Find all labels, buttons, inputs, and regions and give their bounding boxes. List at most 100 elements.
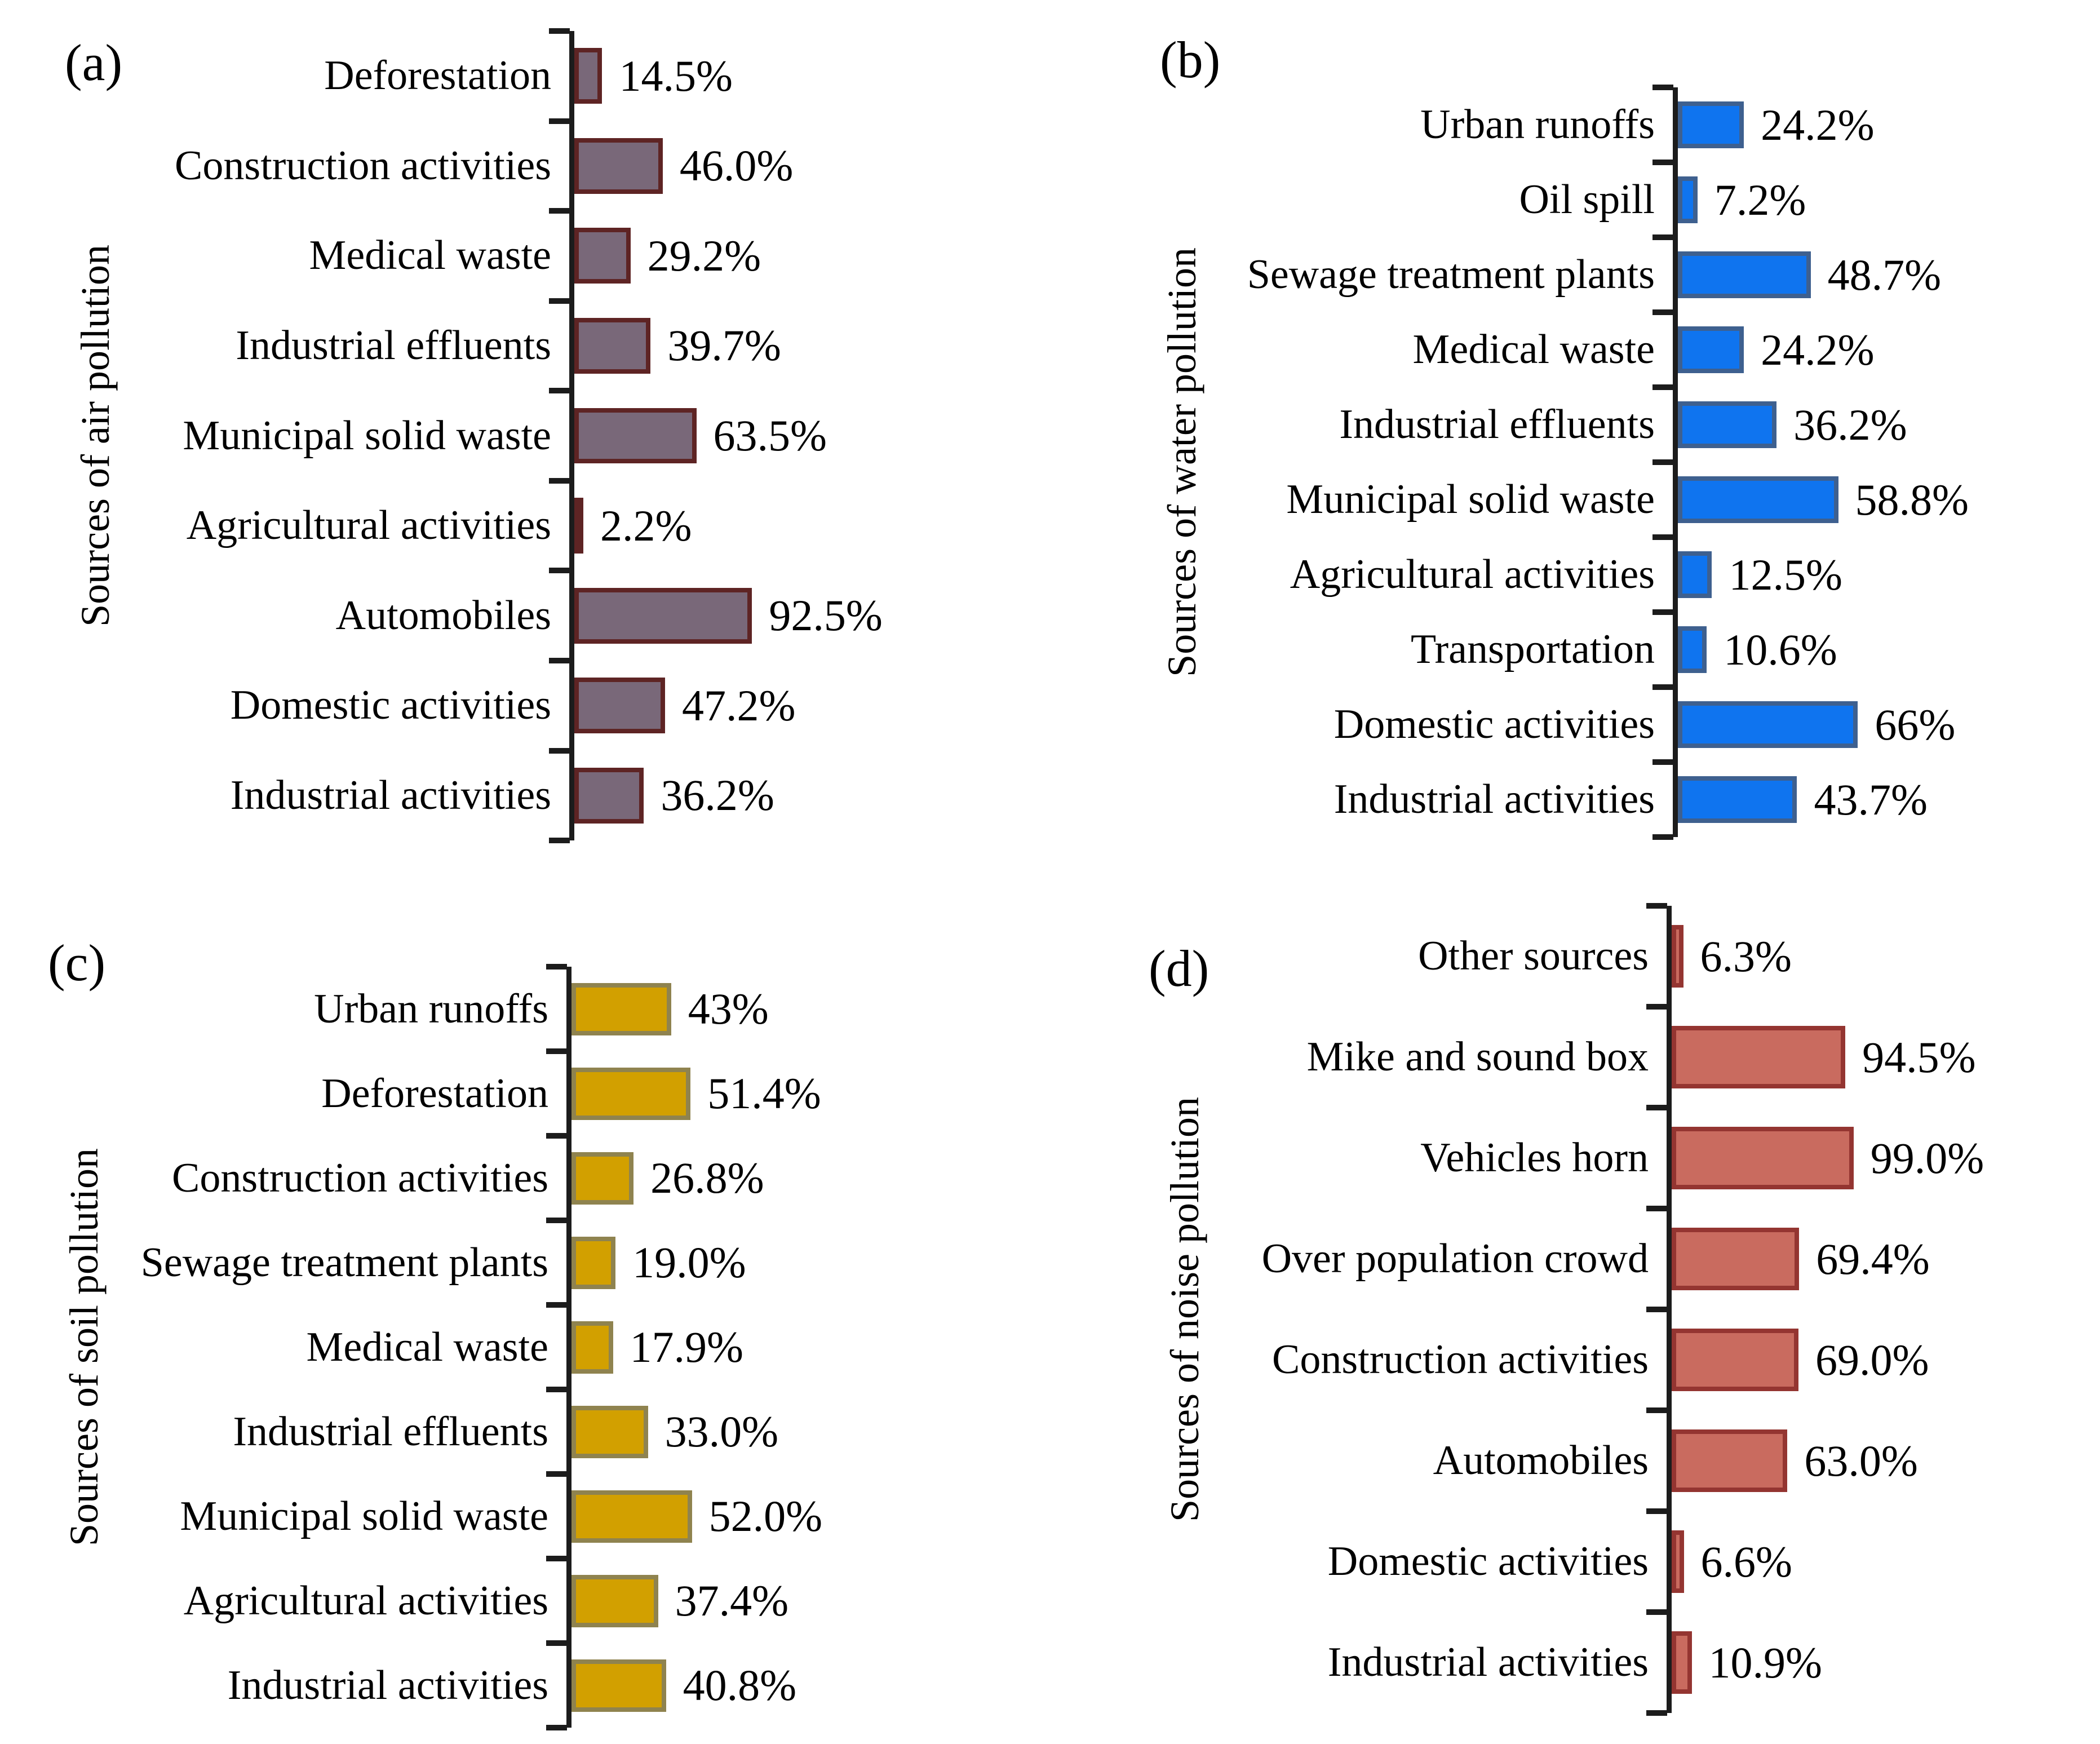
- bar-row: Urban runoffs 24.2%: [1050, 85, 2100, 162]
- category-label: Industrial activities: [230, 772, 551, 818]
- value-label: 14.5%: [619, 51, 733, 100]
- panel-air-pollution: (a) Sources of air pollution Deforestati…: [0, 0, 1050, 872]
- bar: [1678, 101, 1744, 148]
- category-label: Domestic activities: [230, 682, 551, 729]
- bar-row: Industrial activities 40.8%: [0, 1640, 1050, 1730]
- bar: [571, 1236, 616, 1289]
- category-label: Other sources: [1418, 933, 1649, 979]
- panel-letter: (a): [65, 34, 123, 91]
- bar-row: Mike and sound box 94.5%: [1050, 1004, 2100, 1108]
- plot-area: 12.5%: [1652, 534, 2100, 612]
- bar: [1678, 626, 1707, 673]
- bar-row: Urban runoffs 43%: [0, 964, 1050, 1051]
- plot-area: 6.3%: [1646, 903, 2100, 1007]
- bar: [574, 498, 583, 554]
- plot-area: 47.2%: [549, 657, 1050, 751]
- bar-rows: Other sources 6.3% Mike and sound box 94.5%…: [1050, 903, 2100, 1716]
- category-label: Agricultural activities: [183, 1577, 548, 1624]
- plot-area: 10.9%: [1646, 1609, 2100, 1716]
- bar-row: Deforestation 51.4%: [0, 1048, 1050, 1136]
- value-label: 24.2%: [1761, 325, 1875, 374]
- category-label: Over population crowd: [1261, 1236, 1649, 1282]
- value-label: 51.4%: [707, 1069, 821, 1118]
- value-label: 37.4%: [675, 1576, 789, 1625]
- bar: [1672, 1026, 1846, 1088]
- value-label: 63.5%: [713, 411, 827, 461]
- category-label: Agricultural activities: [1290, 551, 1655, 597]
- category-label: Industrial activities: [1327, 1639, 1649, 1685]
- value-label: 29.2%: [647, 231, 761, 280]
- bar-row: Other sources 6.3%: [1050, 903, 2100, 1007]
- plot-area: 24.2%: [1652, 85, 2100, 162]
- plot-area: 7.2%: [1652, 160, 2100, 237]
- panel-letter: (c): [48, 934, 106, 991]
- value-label: 26.8%: [650, 1153, 764, 1202]
- value-label: 46.0%: [679, 141, 794, 191]
- bar: [574, 587, 752, 644]
- value-label: 24.2%: [1761, 100, 1875, 149]
- plot-area: 43%: [546, 964, 1050, 1051]
- category-label: Industrial activities: [227, 1662, 548, 1708]
- bar-row: Transportation 10.6%: [1050, 609, 2100, 687]
- plot-area: 10.6%: [1652, 609, 2100, 687]
- bar-row: Agricultural activities 37.4%: [0, 1556, 1050, 1643]
- value-label: 43%: [688, 984, 769, 1033]
- value-label: 33.0%: [664, 1407, 779, 1456]
- category-label: Urban runoffs: [1420, 101, 1655, 148]
- plot-area: 19.0%: [546, 1218, 1050, 1305]
- bar-row: Deforestation 14.5%: [0, 28, 1050, 121]
- value-label: 17.9%: [630, 1322, 744, 1371]
- value-label: 99.0%: [1870, 1133, 1984, 1183]
- plot-area: 36.2%: [1652, 384, 2100, 462]
- category-label: Vehicles horn: [1420, 1135, 1649, 1181]
- bar-row: Medical waste 17.9%: [0, 1302, 1050, 1389]
- value-label: 39.7%: [667, 321, 781, 370]
- category-label: Domestic activities: [1327, 1538, 1649, 1584]
- category-label: Sewage treatment plants: [140, 1239, 548, 1286]
- bar: [571, 982, 671, 1035]
- value-label: 36.2%: [1793, 400, 1907, 449]
- value-label: 47.2%: [681, 680, 796, 730]
- plot-area: 2.2%: [549, 477, 1050, 571]
- plot-area: 39.7%: [549, 298, 1050, 391]
- bar: [1672, 1329, 1798, 1391]
- value-label: 19.0%: [632, 1238, 746, 1287]
- category-label: Construction activities: [1272, 1336, 1649, 1383]
- value-label: 48.7%: [1827, 250, 1942, 299]
- bar-row: Agricultural activities 2.2%: [0, 477, 1050, 571]
- bar: [1672, 1530, 1684, 1593]
- bar-row: Industrial activities 10.9%: [1050, 1609, 2100, 1716]
- bar-rows: Urban runoffs 43% Deforestation 51.4% Constr…: [0, 964, 1050, 1730]
- plot-area: 94.5%: [1646, 1004, 2100, 1108]
- bar-row: Vehicles horn 99.0%: [1050, 1105, 2100, 1209]
- value-label: 94.5%: [1862, 1032, 1976, 1082]
- bar: [1678, 326, 1744, 373]
- plot-area: 58.8%: [1652, 459, 2100, 537]
- panel-water-pollution: (b) Sources of water pollution Urban run…: [1050, 0, 2100, 872]
- bar: [1672, 1429, 1788, 1492]
- value-label: 66%: [1875, 700, 1956, 749]
- bar: [1672, 1631, 1692, 1694]
- value-label: 69.4%: [1816, 1234, 1930, 1283]
- bar-row: Agricultural activities 12.5%: [1050, 534, 2100, 612]
- bar-row: Municipal solid waste 63.5%: [0, 388, 1050, 481]
- value-label: 58.8%: [1855, 475, 1969, 524]
- plot-area: 66%: [1652, 684, 2100, 762]
- category-label: Oil spill: [1519, 176, 1655, 223]
- category-label: Industrial effluents: [1339, 401, 1655, 448]
- bar: [571, 1067, 691, 1120]
- plot-area: 46.0%: [549, 118, 1050, 211]
- bar-row: Industrial activities 43.7%: [1050, 759, 2100, 840]
- bar-row: Medical waste 24.2%: [1050, 309, 2100, 387]
- bar-row: Sewage treatment plants 19.0%: [0, 1218, 1050, 1305]
- category-label: Industrial effluents: [233, 1408, 548, 1455]
- bar-row: Industrial activities 36.2%: [0, 747, 1050, 843]
- value-label: 92.5%: [769, 591, 883, 640]
- bar-row: Sewage treatment plants 48.7%: [1050, 234, 2100, 312]
- category-label: Transportation: [1410, 626, 1655, 672]
- bar: [571, 1321, 613, 1374]
- category-label: Mike and sound box: [1306, 1034, 1649, 1080]
- bar-row: Domestic activities 6.6%: [1050, 1508, 2100, 1612]
- value-label: 12.5%: [1729, 550, 1842, 599]
